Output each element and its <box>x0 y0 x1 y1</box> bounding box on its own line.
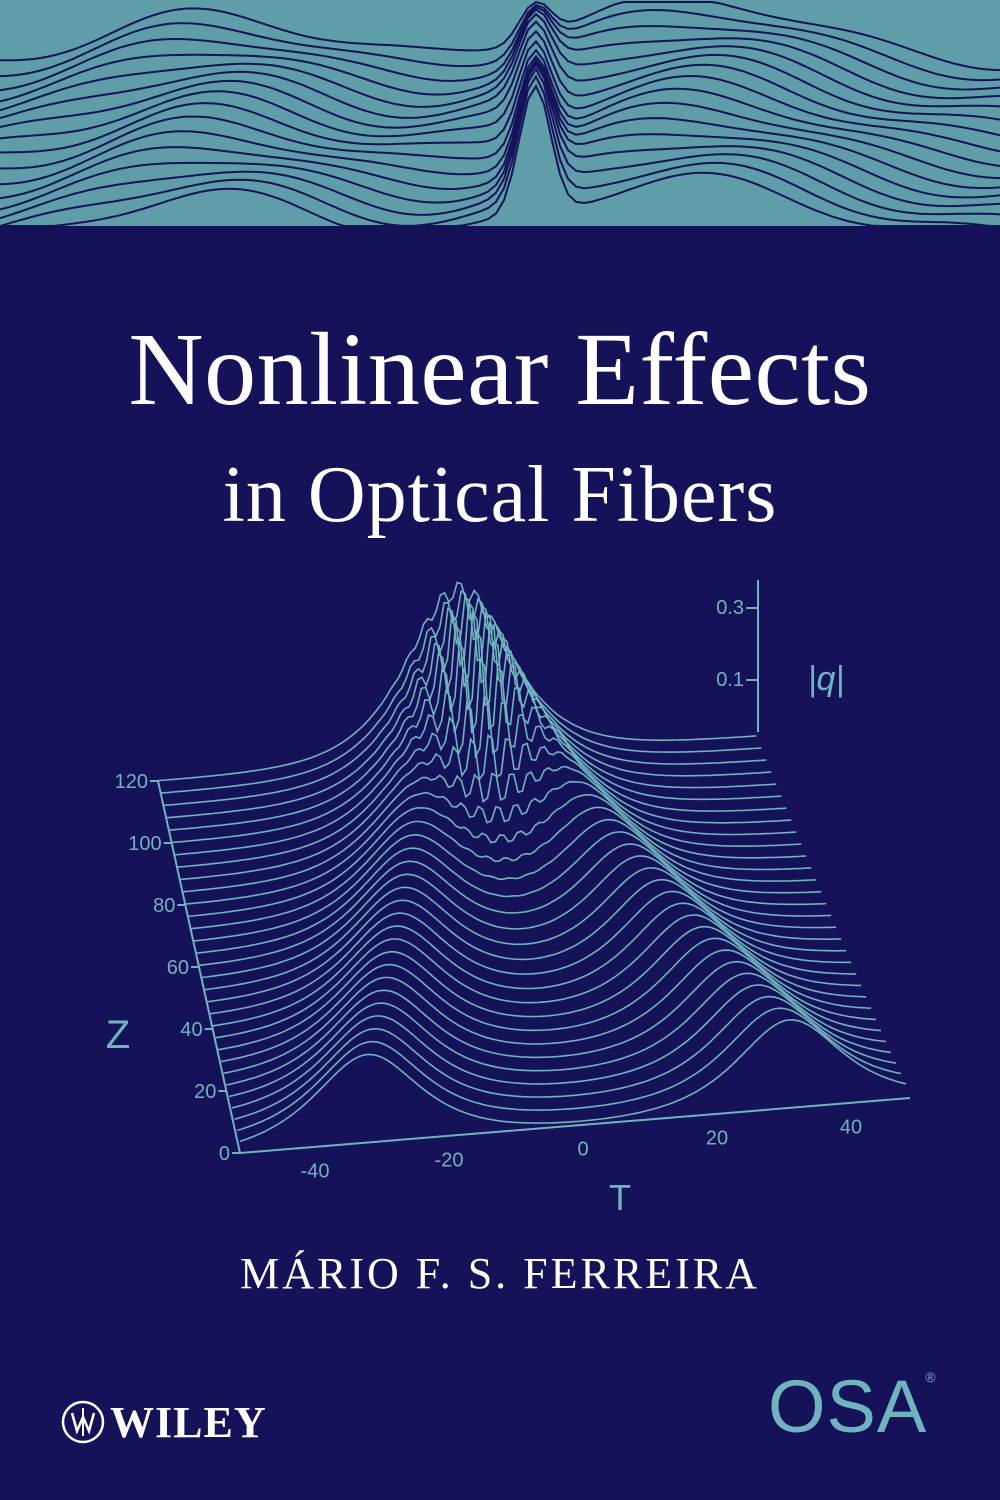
surface-trace-line <box>201 855 837 979</box>
band-wave-line <box>0 57 1000 190</box>
band-wave-line <box>0 20 1000 121</box>
author-name: MÁRIO F. S. FERREIRA <box>240 1249 760 1298</box>
title-main: Nonlinear Effects <box>128 312 872 427</box>
osa-wordmark: OSA <box>768 1365 928 1448</box>
t-tick-label: 0 <box>577 1139 588 1161</box>
t-tick-label: -20 <box>435 1150 464 1172</box>
surface-trace-line <box>185 780 807 905</box>
t-axis-line <box>239 1097 911 1154</box>
surface-trace-line <box>228 972 887 1098</box>
surface-trace-line <box>190 806 817 930</box>
band-wave-line <box>0 39 1000 153</box>
t-tick-label: -40 <box>301 1161 330 1183</box>
band-wave-line <box>0 62 1000 211</box>
t-tick-label: 40 <box>840 1117 862 1139</box>
band-wave-line <box>0 0 1000 72</box>
surface-trace-line <box>239 1019 907 1143</box>
surface-trace-line <box>220 937 872 1063</box>
band-wave-line <box>0 29 1000 137</box>
surface-trace-line <box>182 765 802 893</box>
osa-logo: OSA® <box>768 1370 937 1444</box>
wiley-seal-icon <box>61 1400 105 1444</box>
band-wave-line <box>0 84 1000 227</box>
surface-trace-line <box>212 902 857 1027</box>
surface-trace-line <box>223 949 877 1075</box>
amplitude-axis-label: |q| <box>808 660 845 698</box>
surface-trace-line <box>234 995 897 1121</box>
surface-trace-line <box>237 1007 902 1132</box>
surface-trace-line <box>207 878 847 1003</box>
z-tick-label: 120 <box>115 771 148 793</box>
t-tick-label: 20 <box>706 1128 728 1150</box>
z-axis-label: Z <box>106 1013 130 1057</box>
band-wave-line <box>0 74 1000 227</box>
band-wave-line <box>0 3 1000 82</box>
surface-plot: 0 20 40 60 80 100 120 -40 -20 0 20 40 0.1 0.3 Z T |… <box>106 580 911 1218</box>
surface-trace-line <box>196 831 827 954</box>
band-wave-line <box>0 5 1000 92</box>
surface-trace-line <box>217 925 867 1051</box>
registered-mark: ® <box>925 1369 937 1385</box>
z-tick-label: 100 <box>128 833 161 855</box>
band-wave-line <box>0 54 1000 180</box>
amplitude-tick-label: 0.3 <box>716 597 744 619</box>
t-axis-label: T <box>609 1177 631 1218</box>
band-wave-line <box>0 66 1000 220</box>
soliton-surface-figure: 0 20 40 60 80 100 120 -40 -20 0 20 40 0.1 0.3 Z T |… <box>0 560 1000 1240</box>
surface-trace-line <box>179 733 797 881</box>
surface-trace-line <box>171 628 782 844</box>
wave-pattern <box>0 0 1000 228</box>
surface-trace-line <box>215 914 862 1039</box>
band-wave-line <box>0 8 1000 103</box>
band-wave-line <box>0 12 1000 112</box>
top-wave-band <box>0 0 1000 228</box>
surface-trace-line <box>157 581 757 782</box>
surface-trace-line <box>204 867 842 991</box>
surface-trace-line <box>160 589 762 794</box>
surface-trace-line <box>174 657 787 856</box>
wiley-wordmark: WILEY <box>110 1397 267 1447</box>
surface-trace-line <box>209 890 852 1015</box>
surface-trace-line <box>166 600 772 819</box>
title-subtitle: in Optical Fibers <box>222 451 778 539</box>
z-tick-label: 20 <box>194 1081 216 1103</box>
amplitude-tick-label: 0.1 <box>716 669 744 691</box>
z-tick-label: 80 <box>153 895 175 917</box>
surface-trace-line <box>231 984 892 1109</box>
z-tick-label: 60 <box>167 957 189 979</box>
wiley-logo: WILEY <box>60 1392 267 1452</box>
surface-trace-line <box>226 960 882 1086</box>
band-wave-line <box>0 48 1000 167</box>
surface-trace-line <box>188 793 812 918</box>
surface-trace-line <box>198 843 832 967</box>
z-tick-label: 40 <box>180 1019 202 1041</box>
z-tick-label: 0 <box>219 1143 230 1165</box>
surface-trace-line <box>193 818 822 942</box>
band-wave-line <box>0 59 1000 200</box>
surface-trace-line <box>163 595 767 807</box>
